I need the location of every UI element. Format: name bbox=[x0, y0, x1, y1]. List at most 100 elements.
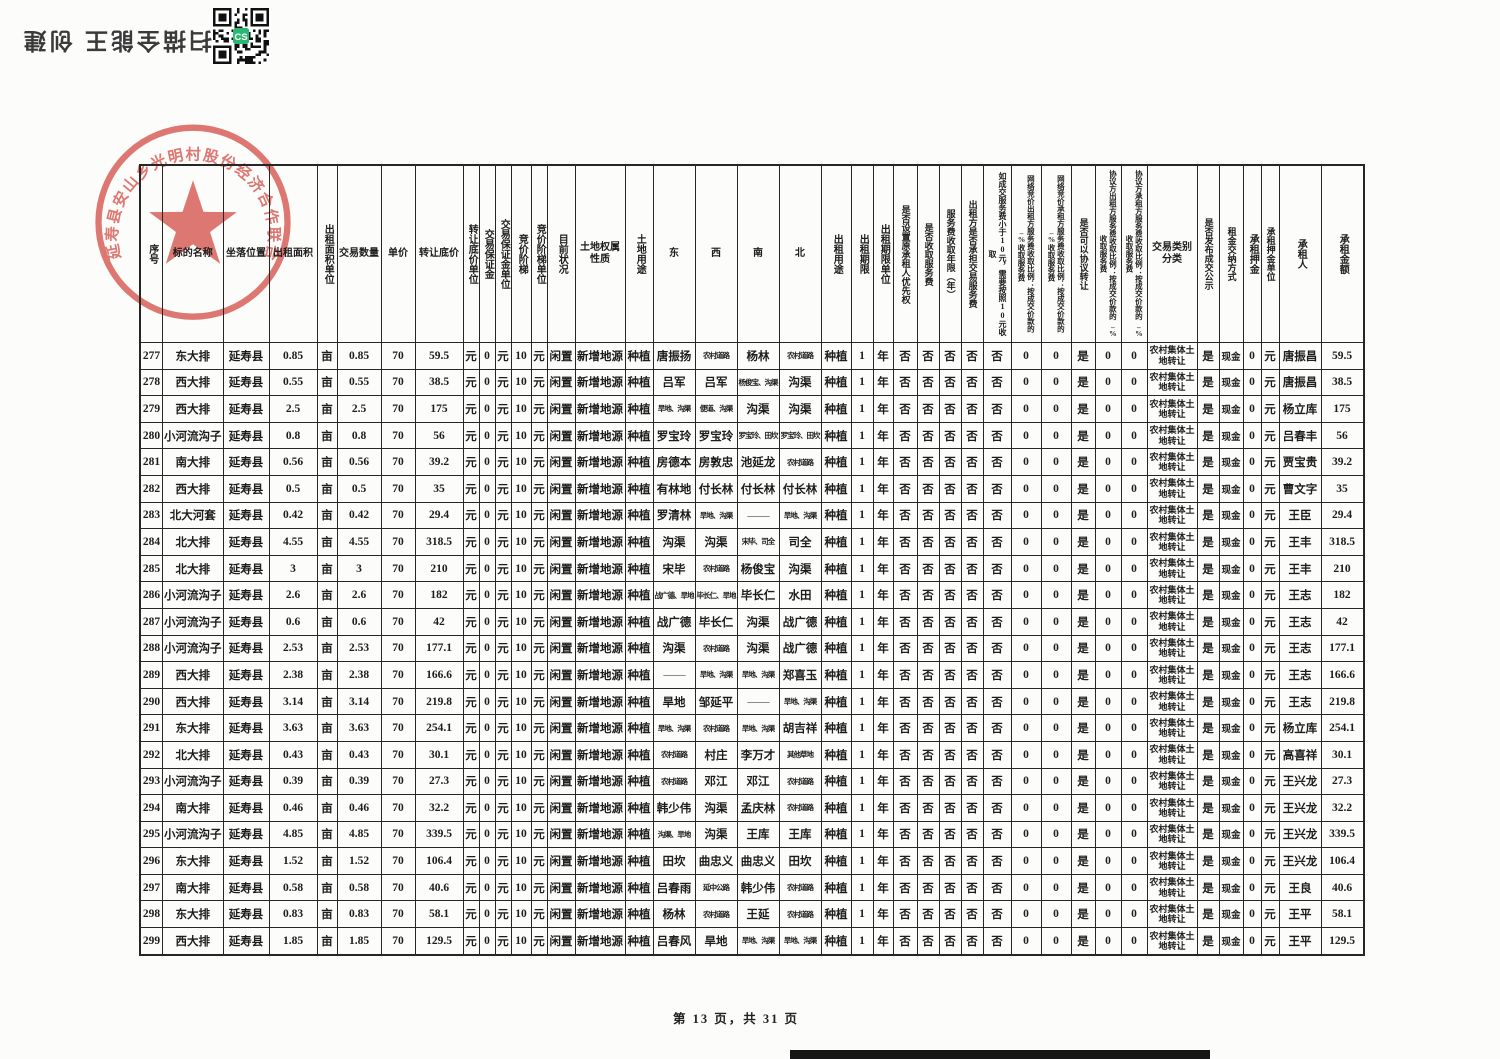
cell: 280 bbox=[140, 421, 163, 450]
cell: 战广德 bbox=[652, 607, 696, 636]
cell: 年 bbox=[872, 873, 894, 902]
cell: 年 bbox=[872, 767, 894, 796]
cell: 0 bbox=[1094, 342, 1122, 370]
cell: 种植 bbox=[820, 820, 852, 849]
cell: 0 bbox=[478, 634, 496, 663]
cell: 否 bbox=[892, 634, 918, 663]
cell: 元 bbox=[1260, 847, 1280, 875]
cell: 农村集体土地转让 bbox=[1146, 927, 1198, 955]
cell: 0 bbox=[1010, 820, 1042, 849]
cell: 0 bbox=[478, 794, 496, 822]
cell: 0 bbox=[478, 474, 496, 503]
cell: 0 bbox=[1010, 342, 1042, 370]
cell: 现金 bbox=[1218, 634, 1244, 663]
cell: 279 bbox=[140, 395, 163, 423]
cell: 42 bbox=[414, 607, 464, 636]
cell: 元 bbox=[462, 395, 480, 423]
cell: 2.6 bbox=[268, 581, 318, 609]
cell: 王丰 bbox=[1278, 528, 1322, 556]
column-header-28: 网络竞价出租方服务费收取比例：按成交价款的_%收取服务费 bbox=[1010, 165, 1042, 343]
cell: 1 bbox=[850, 794, 874, 822]
cell: 种植 bbox=[624, 687, 654, 716]
cell: 否 bbox=[982, 873, 1012, 902]
cell: 0 bbox=[1010, 501, 1042, 530]
cell: 元 bbox=[1260, 900, 1280, 929]
cell: 0.56 bbox=[268, 448, 318, 476]
cell: 10 bbox=[510, 501, 532, 530]
cell: 西大排 bbox=[162, 474, 224, 503]
cell: 种植 bbox=[820, 740, 852, 769]
cell: 年 bbox=[872, 448, 894, 476]
table-row: 285 北大排 延寿县 3 亩 3 70 210 元 0 元 10 元闲置 新增地源 种植 宋毕 农村道路 杨俊宝… bbox=[140, 554, 1364, 583]
cell: 0 bbox=[1040, 368, 1072, 397]
cell: 否 bbox=[916, 661, 940, 689]
cell: 元 bbox=[494, 528, 512, 556]
cell: 是 bbox=[1196, 794, 1220, 822]
cell: 否 bbox=[982, 740, 1012, 769]
cell: 0 bbox=[478, 581, 496, 609]
cell: 小河流沟子 bbox=[162, 607, 224, 636]
cell: 闲置 bbox=[546, 607, 576, 636]
cell: 农村集体土地转让 bbox=[1146, 687, 1198, 716]
cell: 元 bbox=[530, 661, 548, 689]
cell: 延寿县 bbox=[222, 820, 270, 849]
cell: 否 bbox=[960, 873, 984, 902]
cell: 是 bbox=[1070, 554, 1096, 583]
cell: 元 bbox=[494, 501, 512, 530]
cell: 吕春雨 bbox=[652, 873, 696, 902]
cell: 元 bbox=[1260, 395, 1280, 423]
cell: 年 bbox=[872, 634, 894, 663]
cell: 元 bbox=[530, 421, 548, 450]
cell: 0 bbox=[1242, 900, 1262, 929]
cell: 元 bbox=[494, 368, 512, 397]
cell: 曲忠义 bbox=[694, 847, 738, 875]
cell: 王志 bbox=[1278, 661, 1322, 689]
cell: 西大排 bbox=[162, 395, 224, 423]
cell: 0 bbox=[478, 368, 496, 397]
cell: 年 bbox=[872, 474, 894, 503]
cell: 10 bbox=[510, 581, 532, 609]
cell: 0 bbox=[478, 607, 496, 636]
cell: 元 bbox=[530, 740, 548, 769]
cell: 否 bbox=[938, 873, 962, 902]
cell: 农村道路 bbox=[778, 873, 822, 902]
cell: 闲置 bbox=[546, 342, 576, 370]
column-header-33: 交易类别分类 bbox=[1146, 165, 1198, 343]
cell: 年 bbox=[872, 342, 894, 370]
cell: 曲忠义 bbox=[736, 847, 780, 875]
cell: 元 bbox=[462, 714, 480, 742]
cell: 元 bbox=[1260, 767, 1280, 796]
cell: 否 bbox=[982, 342, 1012, 370]
cell: 新增地源 bbox=[574, 607, 626, 636]
cell: 0 bbox=[1242, 368, 1262, 397]
cell: 否 bbox=[938, 794, 962, 822]
cell: 战广德 bbox=[778, 607, 822, 636]
cell: 219.8 bbox=[1320, 687, 1364, 716]
cell: 是 bbox=[1070, 820, 1096, 849]
cell: 元 bbox=[462, 607, 480, 636]
cell: 闲置 bbox=[546, 927, 576, 955]
cell: 唐振扬 bbox=[652, 342, 696, 370]
cell: 亩 bbox=[316, 501, 338, 530]
cell: 王臣 bbox=[1278, 501, 1322, 530]
cell: 毕长仁、旱地 bbox=[694, 581, 738, 609]
cell: 否 bbox=[982, 687, 1012, 716]
cell: 0 bbox=[1094, 714, 1122, 742]
cell: 王库 bbox=[778, 820, 822, 849]
cell: 延寿县 bbox=[222, 794, 270, 822]
column-header-7: 转让底价 bbox=[414, 165, 464, 343]
cell: 否 bbox=[916, 528, 940, 556]
cell: 旱地、沟渠 bbox=[652, 714, 696, 742]
cell: 否 bbox=[960, 634, 984, 663]
cell: 池延龙 bbox=[736, 448, 780, 476]
cell: 是 bbox=[1196, 581, 1220, 609]
cell: 40.6 bbox=[414, 873, 464, 902]
cell: 延寿县 bbox=[222, 607, 270, 636]
cell: 否 bbox=[892, 740, 918, 769]
cell: 0.46 bbox=[268, 794, 318, 822]
cell: 元 bbox=[494, 740, 512, 769]
cell: 元 bbox=[462, 820, 480, 849]
column-header-0: 序号 bbox=[140, 165, 163, 343]
cell: 0 bbox=[1040, 661, 1072, 689]
cell: 旱地、沟渠 bbox=[778, 501, 822, 530]
